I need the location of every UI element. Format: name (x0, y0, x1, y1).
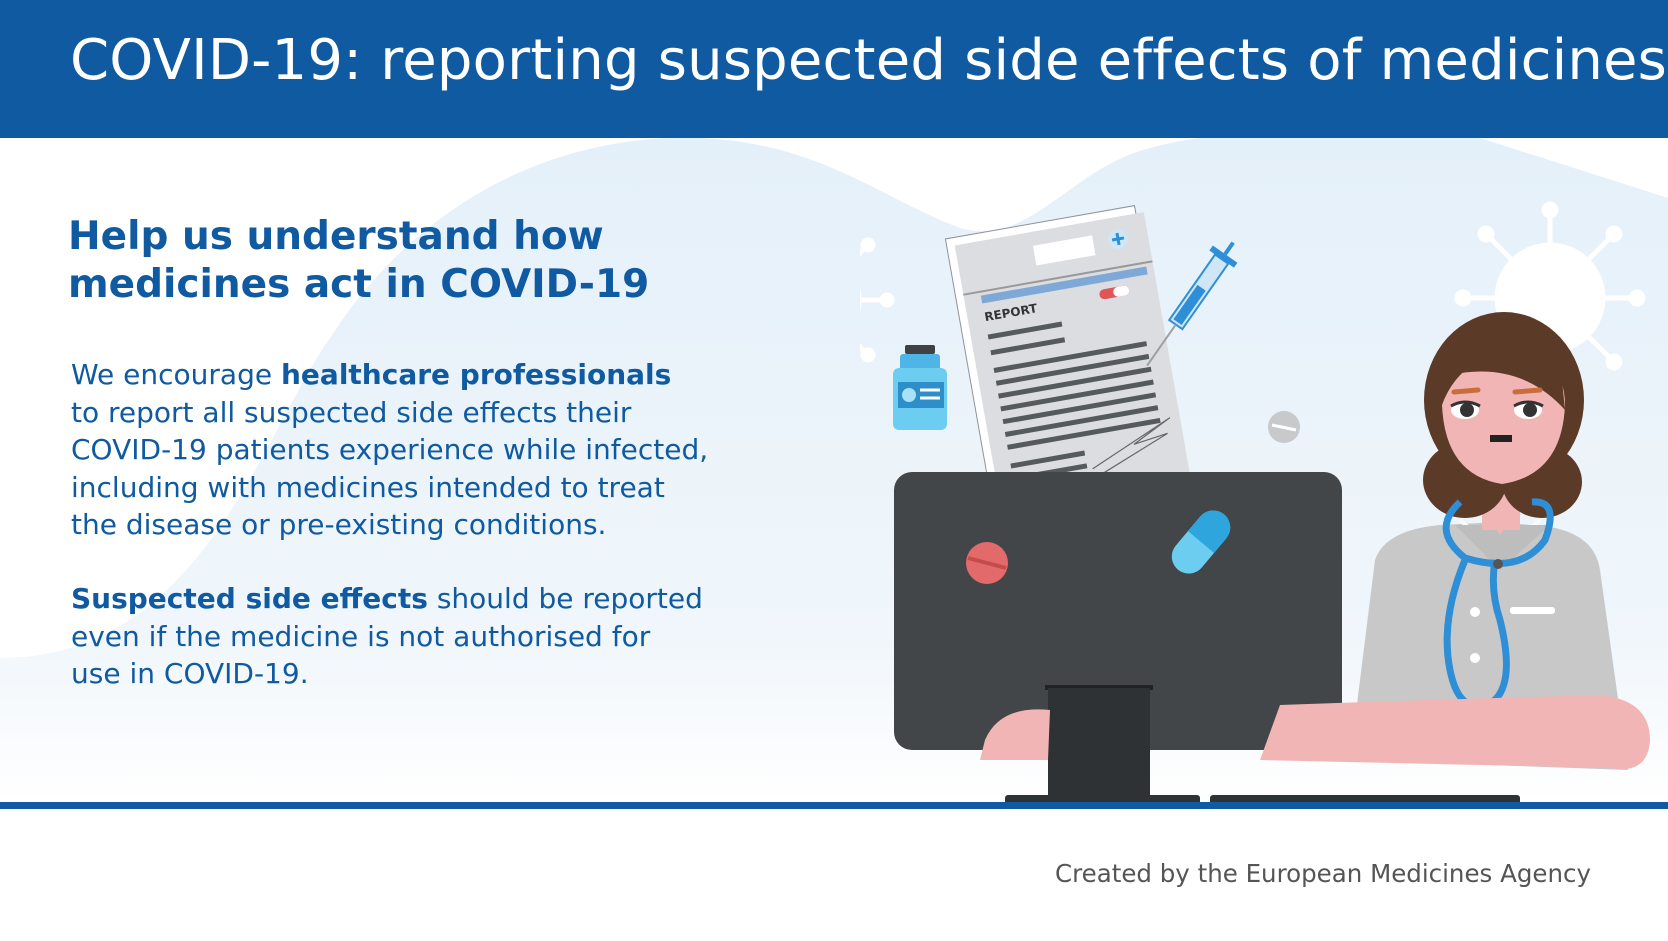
intro-line-5: the disease or pre-existing conditions. (71, 508, 607, 541)
heading-line-1: Help us understand how (68, 214, 604, 259)
intro-line-1: We encourage healthcare professionals (71, 356, 708, 394)
medicine-bottle-icon (893, 345, 947, 430)
footer-divider (0, 802, 1668, 809)
doctor-figure (980, 312, 1650, 770)
intro-line-3: COVID-19 patients experience while infec… (71, 433, 709, 466)
note-paragraph: Suspected side effects should be reporte… (71, 580, 703, 693)
section-heading: Help us understand how medicines act in … (68, 213, 649, 309)
illustration: REPORT (860, 201, 1650, 805)
note-line-3: use in COVID-19. (71, 657, 309, 690)
footer-credit: Created by the European Medicines Agency (1055, 859, 1591, 888)
pill-icon (966, 542, 1008, 584)
report-document-icon: REPORT (944, 205, 1191, 512)
intro-line-4: including with medicines intended to tre… (71, 470, 665, 504)
pill-icon (1268, 411, 1300, 443)
capsule-icon (1171, 510, 1231, 574)
note-line-1-text: should be reported (427, 582, 703, 615)
intro-paragraph: We encourage healthcare professionals to… (71, 356, 708, 544)
page-title: COVID-19: reporting suspected side effec… (70, 28, 1668, 93)
note-line-2: even if the medicine is not authorised f… (71, 619, 651, 653)
heading-line-2: medicines act in COVID-19 (68, 262, 650, 307)
syringe-icon (1146, 241, 1238, 367)
intro-line-1-text: We encourage (71, 358, 281, 391)
note-emphasis: Suspected side effects (71, 582, 428, 615)
intro-line-2: to report all suspected side effects the… (71, 395, 632, 429)
intro-emphasis: healthcare professionals (281, 358, 672, 391)
note-line-1: Suspected side effects should be reporte… (71, 580, 703, 618)
header-banner: COVID-19: reporting suspected side effec… (0, 0, 1668, 138)
virus-icon (860, 237, 895, 363)
